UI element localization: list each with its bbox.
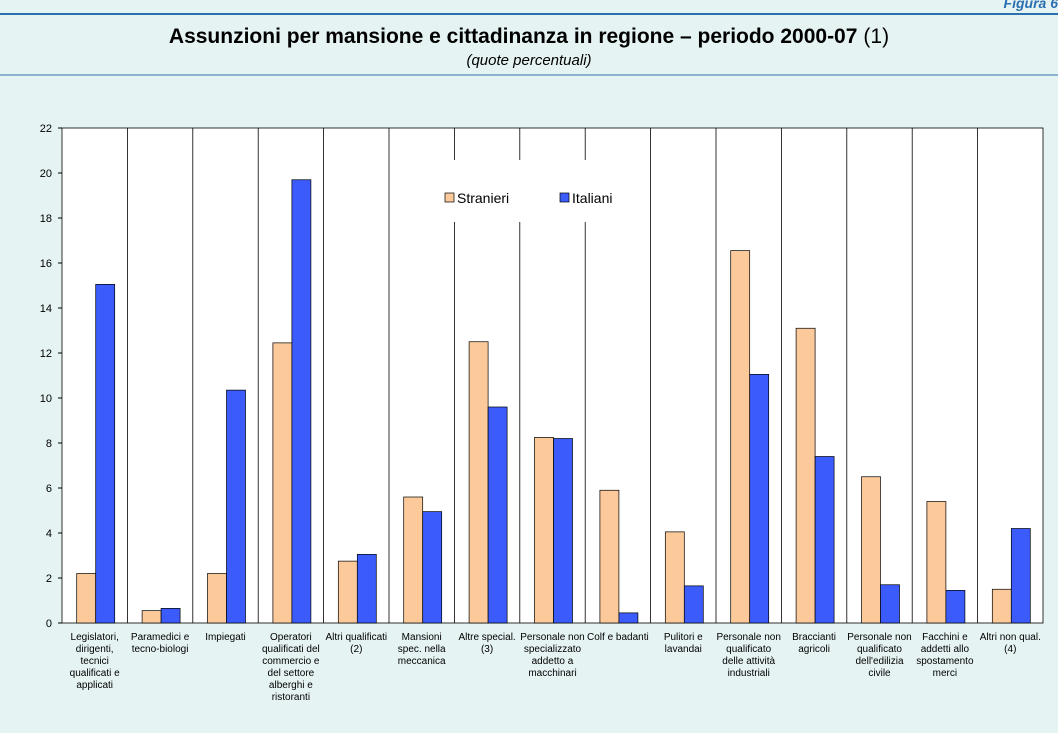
bar — [76, 573, 97, 624]
figure-label: Figura 6 — [1004, 0, 1058, 11]
x-tick-label: Personale non specializzato addetto a ma… — [520, 632, 585, 679]
bar — [272, 342, 293, 624]
y-tick-label: 18 — [40, 213, 52, 225]
bar — [945, 590, 966, 624]
legend-swatch — [444, 192, 455, 203]
y-tick-label: 8 — [46, 438, 52, 450]
x-tick-label: Mansioni spec. nella meccanica — [397, 632, 446, 667]
bar — [683, 585, 704, 624]
title-main: Assunzioni per mansione e cittadinanza i… — [169, 25, 858, 48]
bar — [795, 327, 816, 624]
bar — [141, 610, 162, 624]
legend-label: Italiani — [572, 190, 612, 206]
x-tick-label: Facchini e addetti allo spostamento merc… — [916, 632, 974, 679]
y-tick-label: 16 — [40, 258, 52, 270]
y-tick-label: 4 — [46, 528, 52, 540]
x-tick-label: Colf e badanti — [587, 632, 649, 643]
y-tick-label: 0 — [46, 618, 52, 630]
bar — [861, 476, 881, 624]
bar — [468, 341, 489, 624]
x-tick-label: Altri qualificati (2) — [325, 632, 388, 655]
x-tick-label: Altri non qual. (4) — [979, 632, 1041, 655]
bar — [599, 489, 620, 624]
x-tick-label: Braccianti agricoli — [792, 632, 837, 655]
bar — [356, 554, 377, 624]
y-tick-label: 2 — [46, 573, 52, 585]
legend-label: Stranieri — [457, 190, 509, 206]
bar — [207, 573, 227, 624]
bar — [991, 588, 1012, 624]
bar — [1010, 528, 1031, 624]
bar — [618, 612, 639, 624]
x-tick-label: Altre special. (3) — [458, 632, 516, 655]
y-tick-label: 12 — [40, 348, 52, 360]
bar — [553, 438, 573, 624]
y-tick-label: 14 — [40, 303, 52, 315]
chart-subtitle: (quote percentuali) — [466, 52, 591, 69]
bar — [664, 531, 685, 624]
bar — [926, 501, 947, 624]
bar — [422, 511, 443, 624]
bar — [749, 374, 770, 624]
x-tick-label: Pulitori e lavandai — [663, 632, 703, 655]
bar — [880, 584, 900, 624]
bar — [226, 389, 246, 624]
bar — [487, 406, 508, 624]
bar — [337, 560, 358, 624]
legend-box — [428, 160, 648, 222]
x-tick-label: Personale non qualificato delle attività… — [716, 632, 781, 679]
bar — [95, 284, 116, 624]
y-tick-label: 6 — [46, 483, 52, 495]
x-tick-label: Legislatori, dirigenti, tecnici qualific… — [69, 632, 120, 691]
bar — [403, 496, 424, 624]
legend-swatch — [559, 192, 570, 203]
x-tick-label: Operatori qualificati del commercio e de… — [261, 632, 320, 703]
bar — [160, 608, 181, 624]
x-tick-label: Personale non qualificato dell'edilizia … — [847, 632, 912, 679]
y-tick-label: 20 — [40, 168, 52, 180]
title-note: (1) — [863, 25, 889, 48]
bar — [534, 437, 554, 624]
x-tick-label: Paramedici e tecno-biologi — [130, 632, 190, 655]
bar — [730, 250, 751, 624]
chart-title: Assunzioni per mansione e cittadinanza i… — [169, 25, 889, 48]
bar — [291, 179, 312, 624]
bar — [814, 456, 835, 624]
y-tick-label: 10 — [40, 393, 52, 405]
y-tick-label: 22 — [40, 123, 52, 135]
x-tick-label: Impiegati — [205, 632, 246, 643]
